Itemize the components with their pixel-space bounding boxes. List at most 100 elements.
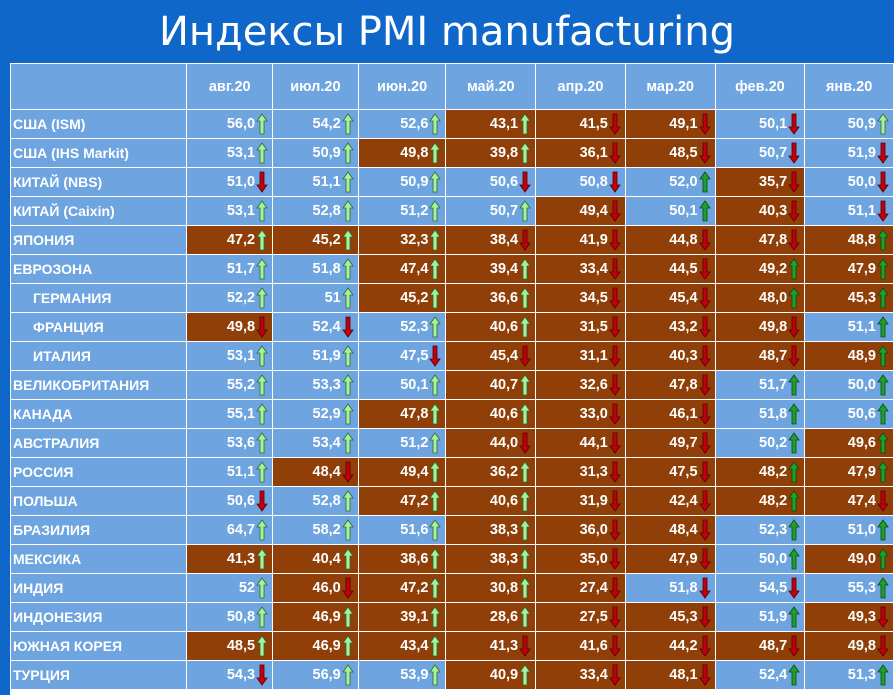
pmi-value-cell: 45,3 [625, 603, 715, 631]
arrow-down-icon [698, 287, 711, 309]
pmi-value-cell: 51,8 [273, 255, 358, 283]
pmi-value-cell: 51,9 [715, 603, 805, 631]
arrow-down-icon [788, 200, 801, 222]
pmi-value: 48,5 [226, 638, 256, 654]
arrow-down-icon [609, 316, 621, 338]
pmi-value-cell: 39,8 [446, 139, 536, 167]
column-header: июн.20 [358, 64, 446, 109]
pmi-value: 47,8 [400, 406, 429, 422]
pmi-value: 49,3 [847, 609, 876, 625]
pmi-value-cell: 41,3 [187, 545, 273, 573]
arrow-up-icon [341, 200, 354, 222]
arrow-down-icon [877, 606, 889, 628]
table-row: ТУРЦИЯ 54,3 56,9 53,9 40,9 33,4 48,1 52,4 51,3 [11, 661, 893, 689]
table-row: АВСТРАЛИЯ 53,6 53,4 51,2 44,0 44,1 49,7 50,2 49,… [11, 429, 893, 457]
pmi-value-cell: 47,5 [625, 458, 715, 486]
pmi-value-cell: 51,1 [273, 168, 358, 196]
arrow-down-icon [256, 171, 268, 193]
arrow-down-icon [788, 635, 801, 657]
pmi-value-cell: 44,0 [446, 429, 536, 457]
arrow-up-icon [429, 200, 442, 222]
pmi-value-cell: 45,4 [446, 342, 536, 370]
pmi-value-cell: 54,3 [187, 661, 273, 689]
pmi-value-cell: 49,4 [358, 458, 446, 486]
pmi-value: 50,0 [847, 377, 876, 393]
country-label: ПОЛЬША [11, 487, 187, 515]
pmi-value-cell: 47,2 [358, 574, 446, 602]
pmi-value: 51,3 [847, 667, 876, 683]
pmi-value: 45,3 [669, 609, 698, 625]
arrow-down-icon [256, 490, 268, 512]
pmi-value-cell: 40,6 [446, 400, 536, 428]
pmi-value-cell: 30,8 [446, 574, 536, 602]
pmi-value: 47,9 [847, 464, 876, 480]
arrow-down-icon [877, 200, 889, 222]
arrow-up-icon [788, 403, 801, 425]
pmi-value-cell: 50,1 [715, 110, 805, 138]
column-header: май.20 [446, 64, 536, 109]
arrow-up-icon [429, 171, 442, 193]
arrow-up-icon [341, 519, 354, 541]
arrow-up-icon [877, 432, 889, 454]
arrow-up-icon [429, 142, 442, 164]
column-header: апр.20 [536, 64, 625, 109]
arrow-down-icon [698, 345, 711, 367]
pmi-value: 43,1 [489, 116, 519, 132]
pmi-value: 50,8 [579, 174, 608, 190]
pmi-value: 43,2 [669, 319, 698, 335]
country-label: ВЕЛИКОБРИТАНИЯ [11, 371, 187, 399]
arrow-down-icon [698, 229, 711, 251]
pmi-value-cell: 49,2 [715, 255, 805, 283]
country-label: США (IHS Markit) [11, 139, 187, 167]
pmi-value-cell: 53,1 [187, 139, 273, 167]
pmi-value: 52,9 [312, 406, 341, 422]
country-label: ЕВРОЗОНА [11, 255, 187, 283]
arrow-up-icon [429, 403, 442, 425]
table-row: ГЕРМАНИЯ 52,2 51 45,2 36,6 34,5 45,4 48,0 45,3 [11, 284, 893, 312]
arrow-up-icon [256, 577, 268, 599]
arrow-up-icon [519, 113, 531, 135]
pmi-value: 48,4 [669, 522, 698, 538]
pmi-value: 52,3 [759, 522, 788, 538]
pmi-value-cell: 52,3 [358, 313, 446, 341]
arrow-down-icon [788, 345, 801, 367]
pmi-value-cell: 50,8 [536, 168, 625, 196]
arrow-up-icon [256, 258, 268, 280]
pmi-value-cell: 40,3 [715, 197, 805, 225]
pmi-value-cell: 40,4 [273, 545, 358, 573]
pmi-value-cell: 51,6 [358, 516, 446, 544]
pmi-value: 34,5 [579, 290, 608, 306]
arrow-down-icon [698, 490, 711, 512]
table-row: КИТАЙ (NBS) 51,0 51,1 50,9 50,6 50,8 52,0 35,7 5… [11, 168, 893, 196]
pmi-value: 52,8 [312, 203, 341, 219]
table-row: МЕКСИКА 41,3 40,4 38,6 38,3 35,0 47,9 50,0 49,0 [11, 545, 893, 573]
pmi-value: 53,6 [226, 435, 256, 451]
pmi-value: 51,1 [226, 464, 256, 480]
pmi-value: 41,3 [489, 638, 519, 654]
pmi-value-cell: 52,2 [187, 284, 273, 312]
pmi-value: 44,0 [489, 435, 519, 451]
pmi-value-cell: 50,8 [187, 603, 273, 631]
pmi-value: 43,4 [400, 638, 429, 654]
pmi-value-cell: 50,1 [358, 371, 446, 399]
table-row: КАНАДА 55,1 52,9 47,8 40,6 33,0 46,1 51,8 50,6 [11, 400, 893, 428]
pmi-value-cell: 35,7 [715, 168, 805, 196]
arrow-up-icon [256, 519, 268, 541]
pmi-value-cell: 46,9 [273, 632, 358, 660]
pmi-value: 49,8 [400, 145, 429, 161]
pmi-value-cell: 51,0 [805, 516, 893, 544]
pmi-value-cell: 47,2 [358, 487, 446, 515]
arrow-down-icon [609, 403, 621, 425]
pmi-value: 36,6 [489, 290, 519, 306]
arrow-down-icon [341, 316, 354, 338]
arrow-down-icon [698, 432, 711, 454]
table-row: ЯПОНИЯ 47,2 45,2 32,3 38,4 41,9 44,8 47,8 48,8 [11, 226, 893, 254]
pmi-value: 50,1 [400, 377, 429, 393]
pmi-value-cell: 50,6 [187, 487, 273, 515]
table-row: США (IHS Markit) 53,1 50,9 49,8 39,8 36,1 48,5… [11, 139, 893, 167]
pmi-value-cell: 51,1 [805, 313, 893, 341]
country-label: КАНАДА [11, 400, 187, 428]
pmi-value-cell: 47,8 [358, 400, 446, 428]
arrow-down-icon [519, 171, 531, 193]
pmi-value: 51,9 [312, 348, 341, 364]
